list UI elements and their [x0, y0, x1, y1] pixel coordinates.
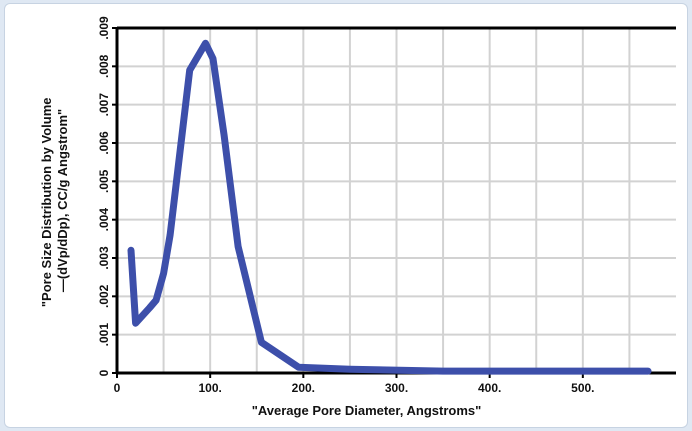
- x-tick-label: 0: [114, 381, 121, 395]
- x-tick-label: 200.: [292, 381, 315, 395]
- y-axis-ticks: 0 .001 .002 .003 .004 .005 .006 .007 .008 .009: [97, 16, 117, 376]
- y-tick-label: .004: [97, 208, 111, 232]
- y-axis-title-line-1: "Pore Size Distribution by Volume: [39, 98, 54, 308]
- grid-lines: [117, 27, 676, 373]
- y-tick-label: .005: [97, 169, 111, 193]
- y-tick-label: 0: [97, 369, 111, 376]
- y-axis-title: "Pore Size Distribution by Volume —(dVp/…: [39, 94, 70, 307]
- series-group: [127, 39, 652, 375]
- x-axis-title: "Average Pore Diameter, Angstroms": [252, 403, 482, 418]
- y-tick-label: .007: [97, 93, 111, 117]
- y-tick-label: .009: [97, 16, 111, 40]
- y-tick-label: .001: [97, 323, 111, 347]
- y-tick-label: .002: [97, 284, 111, 308]
- x-tick-label: 300.: [385, 381, 408, 395]
- series-line: [127, 39, 652, 375]
- y-tick-label: .003: [97, 246, 111, 270]
- x-axis-ticks: 0 100. 200. 300. 400. 500.: [114, 373, 595, 395]
- y-axis-title-line-2: —(dVp/dDp), CC/g Angstrom": [55, 109, 70, 292]
- x-tick-label: 400.: [478, 381, 501, 395]
- x-tick-label: 500.: [571, 381, 594, 395]
- y-tick-label: .008: [97, 54, 111, 78]
- y-tick-label: .006: [97, 131, 111, 155]
- x-tick-label: 100.: [198, 381, 221, 395]
